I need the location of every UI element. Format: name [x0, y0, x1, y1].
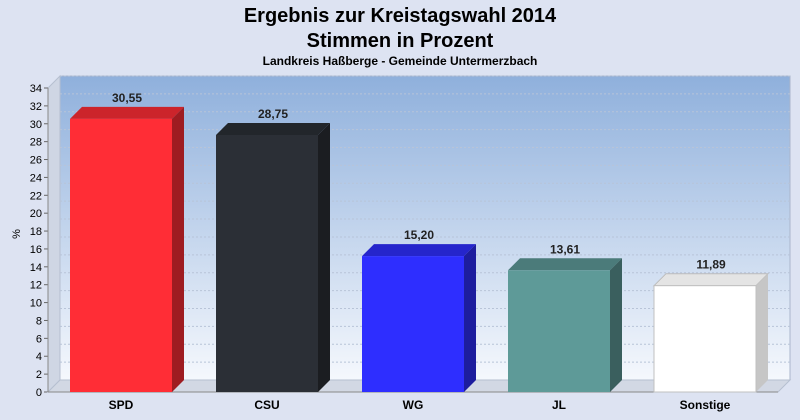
y-tick-label: 16 [30, 244, 42, 256]
y-tick-label: 12 [30, 280, 42, 292]
y-tick-label: 10 [30, 298, 42, 310]
y-tick-label: 6 [36, 333, 42, 345]
bar [362, 256, 464, 392]
y-tick-label: 24 [30, 172, 42, 184]
chart-caption: Landkreis Haßberge - Gemeinde Untermerzb… [263, 54, 538, 68]
data-label: 13,61 [550, 242, 580, 256]
y-tick-label: 18 [30, 226, 42, 238]
chart-subtitle: Stimmen in Prozent [307, 30, 494, 52]
bar [653, 285, 757, 393]
bar-top [652, 273, 770, 287]
x-tick-label: CSU [254, 398, 279, 412]
x-tick-label: SPD [109, 398, 134, 412]
y-tick-label: 4 [36, 351, 42, 363]
x-tick-label: Sonstige [680, 398, 731, 412]
bar-top [216, 122, 330, 135]
bar [508, 270, 610, 392]
bar [216, 134, 318, 393]
y-tick-label: 20 [30, 208, 42, 220]
bar-side [756, 273, 768, 392]
y-tick-label: 8 [36, 315, 42, 327]
y-axis-label: % [11, 229, 23, 239]
y-tick-label: 32 [30, 101, 42, 113]
data-label: 30,55 [112, 91, 142, 105]
bar-top [70, 106, 184, 119]
y-tick-label: 14 [30, 262, 42, 274]
bar-top [508, 258, 622, 271]
bar-top [362, 244, 476, 257]
y-tick-label: 26 [30, 155, 42, 167]
data-label: 11,89 [696, 258, 726, 272]
y-tick-label: 30 [30, 119, 42, 131]
y-tick-label: 34 [30, 83, 42, 95]
x-tick-label: WG [403, 398, 424, 412]
x-tick-label: JL [552, 398, 566, 412]
y-tick-label: 0 [36, 387, 42, 399]
data-label: 28,75 [258, 107, 288, 121]
y-tick-label: 2 [36, 369, 42, 381]
y-tick-label: 22 [30, 190, 42, 202]
bar [70, 118, 172, 393]
bar-side [610, 258, 622, 392]
data-label: 15,20 [404, 228, 434, 242]
bar-side [464, 244, 476, 392]
bar-side [172, 106, 184, 393]
chart-title: Ergebnis zur Kreistagswahl 2014 [244, 5, 557, 27]
y-tick-label: 28 [30, 137, 42, 149]
plot-side-wall [47, 74, 61, 394]
bar-side [318, 122, 330, 393]
